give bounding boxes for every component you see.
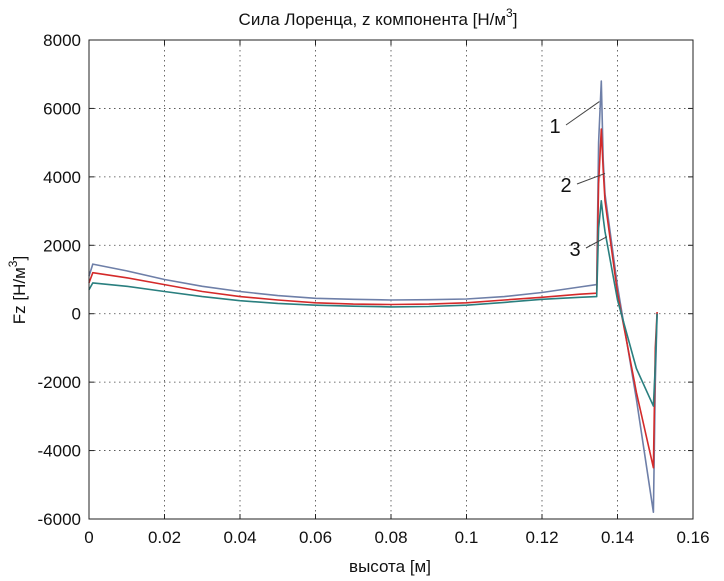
y-tick-label: 2000: [43, 236, 81, 255]
callouts: 1 2 3: [549, 101, 608, 261]
series-line-3: [88, 200, 658, 407]
callout-leader-3: [585, 236, 608, 249]
callout-leader-2: [576, 172, 606, 185]
y-tick-label: 8000: [43, 31, 81, 50]
y-tick-label: -2000: [38, 373, 81, 392]
chart-title: Сила Лоренца, z компонента [Н/м3]: [239, 6, 518, 29]
series-line-1: [88, 80, 658, 514]
callout-leader-1: [565, 101, 600, 126]
x-tick-label: 0.1: [455, 528, 479, 547]
callout-label-2: 2: [560, 175, 571, 197]
callout-label-3: 3: [569, 239, 580, 261]
x-axis-ticks: 0 0.02 0.04 0.06 0.08 0.1 0.12 0.14 0.16: [84, 40, 710, 547]
x-tick-label: 0.12: [525, 528, 558, 547]
x-tick-label: 0.06: [299, 528, 332, 547]
y-tick-label: -4000: [38, 442, 81, 461]
x-tick-label: 0.16: [676, 528, 709, 547]
x-tick-label: 0: [84, 528, 93, 547]
y-axis-ticks: -6000 -4000 -2000 0 2000 4000 6000 8000: [38, 31, 693, 529]
y-tick-label: 6000: [43, 99, 81, 118]
y-tick-label: 0: [72, 305, 81, 324]
y-tick-label: 4000: [43, 168, 81, 187]
x-tick-label: 0.08: [374, 528, 407, 547]
series-lines: [88, 80, 658, 514]
grid: [89, 40, 693, 519]
x-tick-label: 0.02: [148, 528, 181, 547]
y-tick-label: -6000: [38, 510, 81, 529]
x-tick-label: 0.14: [601, 528, 634, 547]
y-axis-label: Fz [Н/м3]: [6, 256, 29, 324]
x-axis-label: высота [м]: [349, 557, 431, 576]
callout-label-1: 1: [549, 116, 560, 138]
x-tick-label: 0.04: [223, 528, 256, 547]
series-line-2: [88, 128, 658, 469]
